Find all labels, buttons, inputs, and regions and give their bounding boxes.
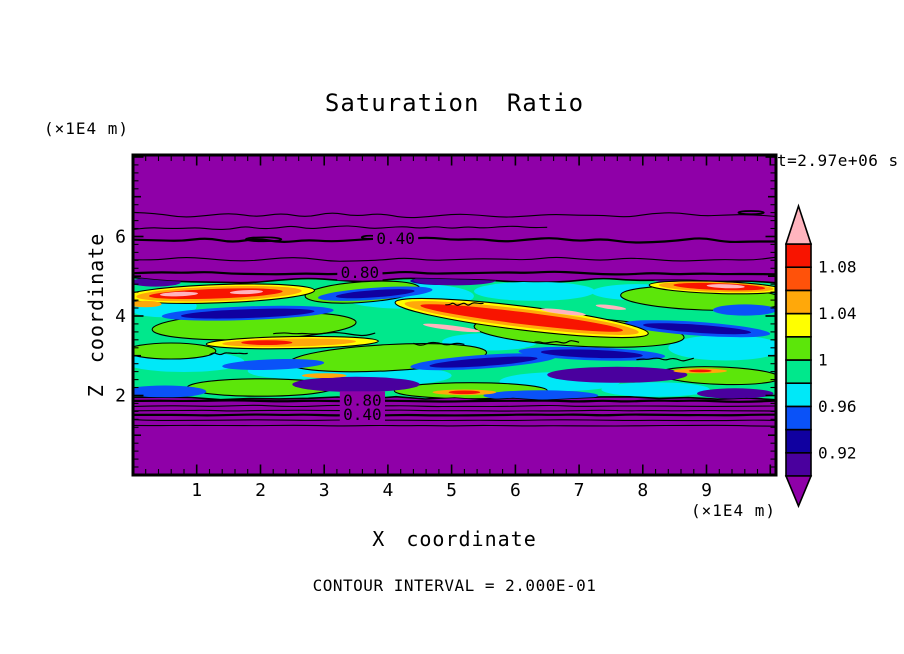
band-scribble: [445, 302, 484, 306]
y-axis-label: Z coordinate: [84, 232, 108, 398]
colorbar-segment: [785, 382, 812, 408]
x-tick-label: 1: [191, 480, 202, 501]
plot-border: [131, 153, 778, 477]
field-patch-orange: [301, 373, 347, 378]
band-scribble: [273, 331, 376, 337]
field-patch-navy: [180, 308, 315, 319]
x-tick-label: 5: [446, 480, 457, 501]
contour-line: [132, 424, 777, 427]
contour-label: 0.80: [341, 263, 380, 282]
field-patch-navy: [429, 356, 538, 368]
x-tick-label: 9: [701, 480, 712, 501]
contour-label-bg: [337, 263, 383, 281]
contour-line: [132, 211, 777, 219]
colorbar-tick-label: 1.08: [818, 258, 857, 277]
colorbar-segment: [785, 405, 812, 431]
colorbar-segment: [785, 335, 812, 361]
y-tick-label: 4: [115, 306, 126, 327]
contour-label-bg: [339, 391, 385, 409]
field-patch-violet: [697, 388, 774, 399]
field-patch-red: [448, 390, 481, 395]
field-patch-red: [420, 304, 623, 332]
colorbar-segment: [785, 312, 812, 338]
colorbar-segment: [785, 451, 812, 477]
contour-line: [132, 404, 777, 408]
closed-contour: [737, 210, 765, 216]
colorbar-segment: [785, 359, 812, 385]
field-patch-pink: [159, 291, 198, 297]
contour-label-bg: [373, 229, 419, 247]
x-tick-label: 7: [574, 480, 585, 501]
field-patch-violet: [292, 376, 420, 392]
contour-label: 0.40: [343, 405, 382, 424]
field-patch-pink: [423, 323, 481, 333]
band-scribble: [209, 352, 248, 356]
x-tick-label: 6: [510, 480, 521, 501]
field-patch-navy: [642, 323, 752, 335]
colorbar-segment: [785, 266, 812, 292]
colorbar-over-arrow: [784, 203, 813, 245]
field-patch-cyan: [601, 382, 710, 397]
field-patch-red: [241, 340, 293, 345]
band-patches: [133, 277, 776, 400]
time-annotation: t=2.97e+06 s: [777, 151, 899, 170]
colorbar-tick-label: 1.04: [818, 304, 857, 323]
x-tick-label: 4: [382, 480, 393, 501]
field-patch-navy: [540, 349, 643, 359]
field-patch-pink: [706, 284, 745, 289]
colorbar-segment: [785, 243, 812, 269]
contour-label: 0.80: [343, 391, 382, 410]
closed-contour: [244, 236, 283, 243]
field-patch-orange: [133, 300, 162, 308]
field-patch-pink: [595, 304, 627, 310]
contour-line: [132, 419, 777, 422]
contour-label-bg: [339, 405, 385, 423]
field-patch-red: [688, 369, 712, 373]
x-tick-label: 2: [255, 480, 266, 501]
band-scribble: [413, 341, 465, 346]
colorbar-tick-label: 1: [818, 351, 828, 370]
contour-line: [132, 409, 777, 412]
field-patch-blue: [133, 385, 207, 398]
field-patch-pink: [229, 290, 263, 295]
colorbar-tick-label: 0.92: [818, 443, 857, 462]
contour-label: 0.40: [376, 229, 415, 248]
contour-line: [132, 225, 548, 231]
band-scribble: [636, 357, 694, 362]
field-patch-pink: [540, 308, 586, 316]
y-tick-label: 6: [115, 227, 126, 248]
colorbar-tick-label: 0.96: [818, 397, 857, 416]
contour-line: [132, 413, 776, 417]
colorbar-segment: [785, 289, 812, 315]
x-axis-units-label: (×1E4 m): [690, 501, 776, 520]
field-patch-blue: [712, 304, 776, 316]
field-patch-violet: [547, 366, 688, 383]
field-patch-chartreuse: [133, 342, 217, 360]
contour-line: [132, 399, 777, 403]
field-patch-cyan: [668, 335, 776, 361]
field-patch-blue: [222, 359, 325, 370]
x-axis-label: X coordinate: [372, 527, 537, 551]
contour-line: [132, 270, 777, 276]
band-scribble: [534, 340, 580, 344]
contour-line: [132, 256, 777, 262]
field-patch-cyan: [474, 281, 595, 301]
chart-title: Saturation Ratio: [324, 89, 585, 117]
x-tick-label: 3: [319, 480, 330, 501]
y-axis-units-label: (×1E4 m): [44, 119, 130, 138]
field-patch-navy: [335, 289, 415, 299]
contour-interval-note: CONTOUR INTERVAL = 2.000E-01: [312, 576, 597, 595]
y-tick-label: 2: [115, 386, 126, 407]
x-tick-label: 8: [637, 480, 648, 501]
colorbar-segment: [785, 428, 812, 454]
colorbar-under-arrow: [784, 475, 813, 509]
